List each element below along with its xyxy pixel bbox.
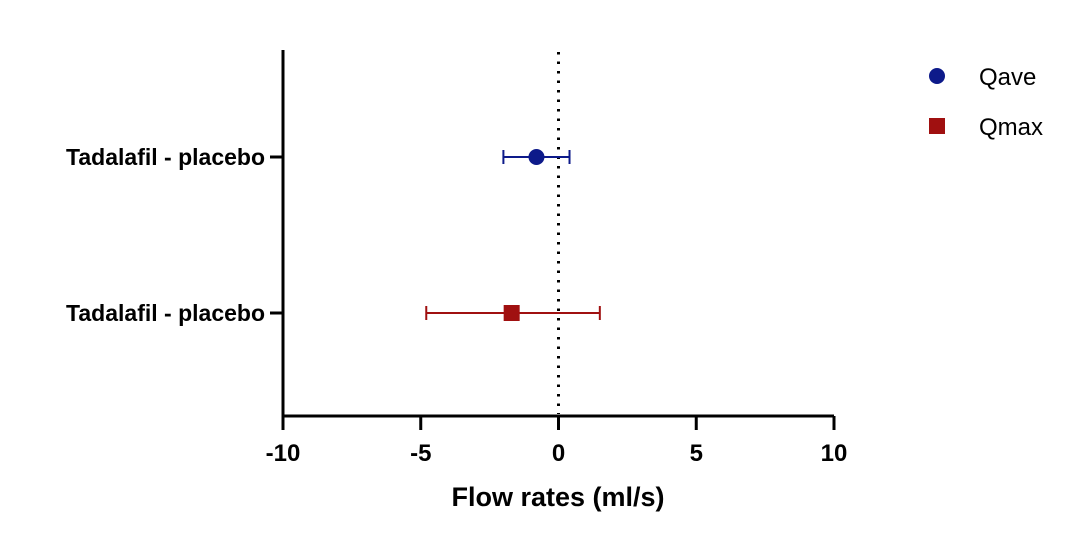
- data-marks: [425, 149, 601, 321]
- qave-point: [528, 149, 545, 165]
- x-tick-label: -10: [266, 440, 301, 467]
- legend: Qave Qmax: [929, 64, 1043, 141]
- legend-qmax-label: Qmax: [979, 114, 1043, 141]
- qmax-point: [503, 305, 520, 321]
- x-tick-label: 0: [552, 440, 565, 467]
- category-label: Tadalafil - placebo: [66, 144, 265, 170]
- x-axis-title: Flow rates (ml/s): [451, 482, 664, 512]
- category-label: Tadalafil - placebo: [66, 300, 265, 326]
- x-tick-label: 10: [821, 440, 848, 467]
- y-axis-categories: Tadalafil - placebo Tadalafil - placebo: [66, 144, 283, 326]
- legend-qmax-marker: [929, 118, 945, 134]
- x-tick-label: -5: [410, 440, 431, 467]
- x-tick-label: 5: [690, 440, 703, 467]
- x-axis-ticks: -10 -5 0 5 10: [266, 416, 848, 467]
- legend-qave-label: Qave: [979, 64, 1036, 91]
- legend-qave-marker: [929, 68, 945, 84]
